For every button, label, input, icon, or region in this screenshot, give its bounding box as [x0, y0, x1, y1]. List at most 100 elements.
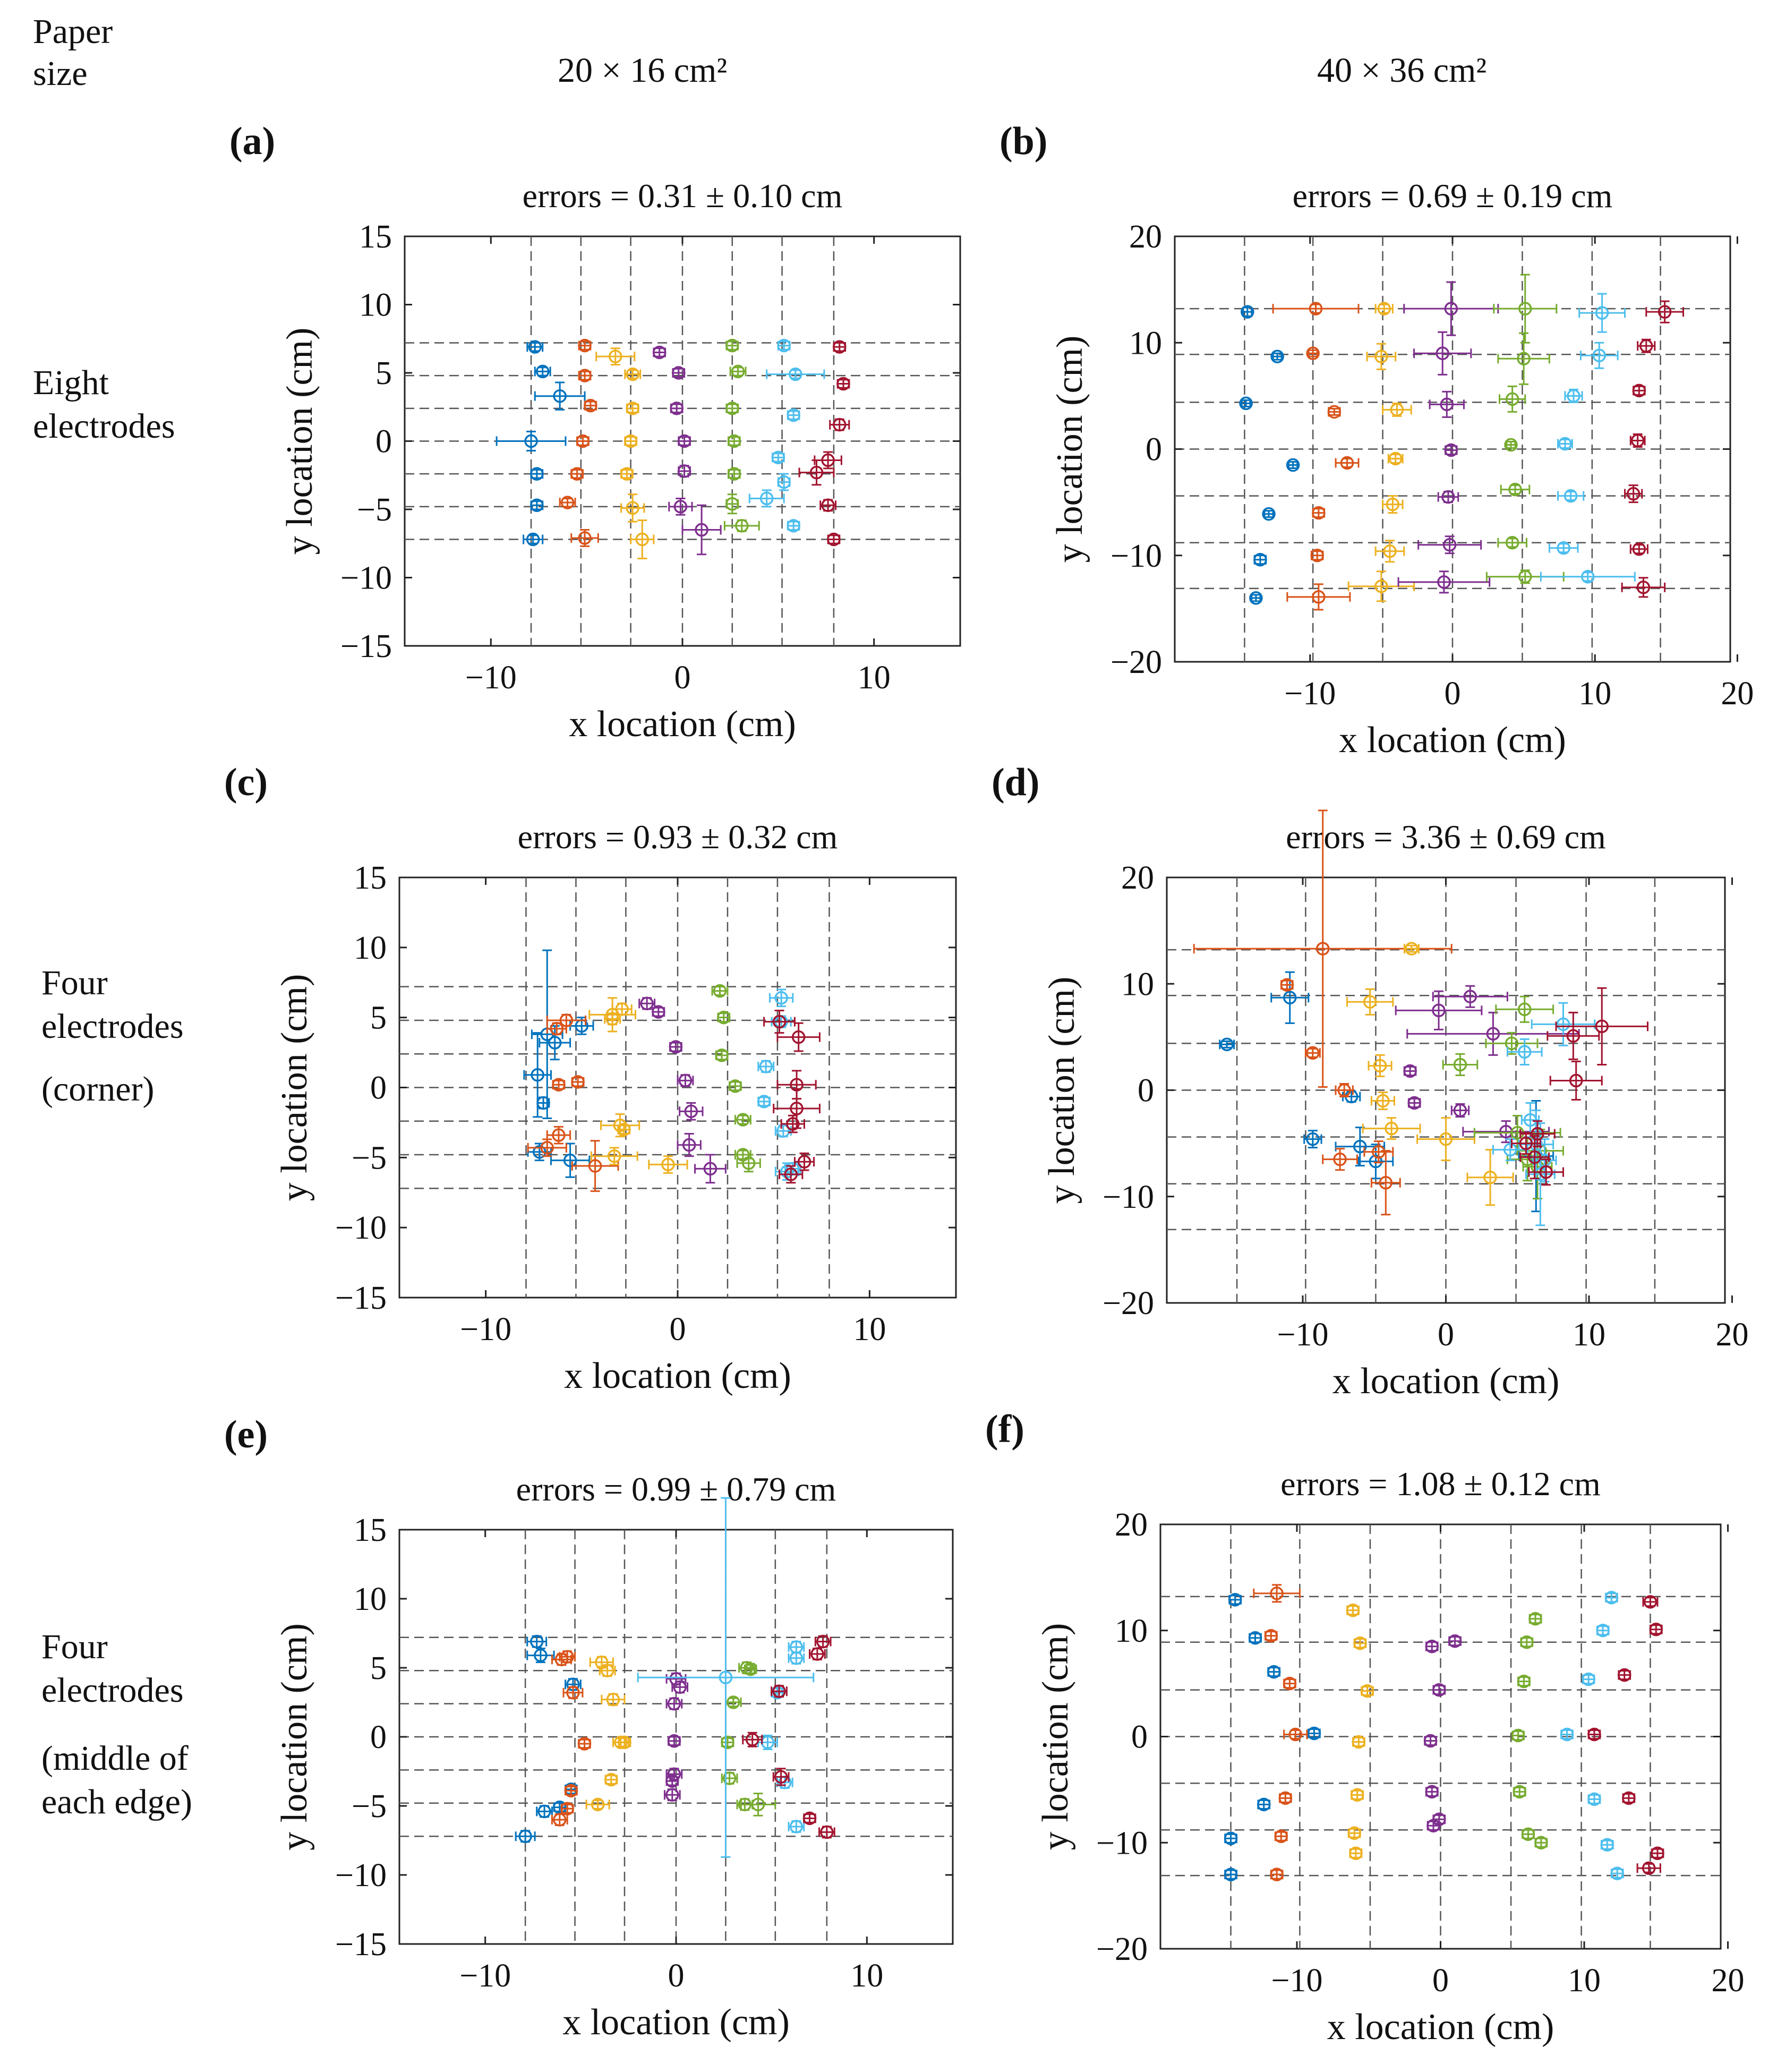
- point-marker: [727, 467, 741, 481]
- point-marker: [1441, 490, 1455, 504]
- data-point: [551, 1813, 568, 1827]
- point-marker: [1610, 1866, 1624, 1880]
- point-marker: [1519, 1136, 1533, 1150]
- data-point: [1587, 1727, 1601, 1742]
- series-col6: [1560, 1591, 1624, 1880]
- data-point: [1349, 1846, 1363, 1860]
- point-marker: [564, 1784, 578, 1798]
- x-axis-label: x location (cm): [569, 704, 796, 745]
- x-tick-label: −10: [1277, 1317, 1329, 1353]
- point-marker: [735, 519, 749, 533]
- point-marker: [626, 367, 639, 381]
- data-point: [1239, 396, 1253, 411]
- data-point: [671, 1680, 689, 1694]
- data-point: [827, 532, 841, 547]
- point-marker: [640, 996, 654, 1011]
- y-axis-label: y location (cm): [1041, 977, 1082, 1204]
- point-marker: [1444, 302, 1458, 316]
- point-marker: [678, 1073, 693, 1088]
- data-point: [576, 434, 590, 448]
- point-marker: [820, 1825, 834, 1839]
- data-point: [787, 519, 800, 533]
- point-marker: [1604, 1591, 1619, 1605]
- point-marker: [1310, 549, 1324, 562]
- y-tick-label: 15: [354, 860, 387, 896]
- point-marker: [1566, 1029, 1580, 1043]
- data-point: [546, 1125, 571, 1145]
- series-col4: [652, 345, 722, 556]
- point-marker: [667, 1696, 681, 1711]
- point-marker: [1306, 346, 1320, 361]
- point-marker: [1379, 1175, 1393, 1190]
- series-col5: [723, 338, 760, 533]
- point-marker: [731, 364, 745, 379]
- y-tick-label: −10: [1103, 1179, 1154, 1215]
- data-point: [677, 1133, 702, 1157]
- y-tick-label: −20: [1110, 644, 1162, 680]
- point-marker: [1505, 392, 1519, 406]
- point-marker: [1453, 1103, 1467, 1118]
- point-marker: [1595, 1019, 1609, 1034]
- point-marker: [1353, 1636, 1367, 1650]
- data-point: [1495, 995, 1554, 1023]
- data-point: [1374, 302, 1394, 316]
- data-point: [667, 1734, 681, 1748]
- y-tick-label: −20: [1103, 1285, 1154, 1321]
- y-tick-label: 5: [370, 1650, 387, 1686]
- data-point: [1510, 1132, 1541, 1155]
- chart-panel-2: −10 0 10 20 20 10 0 −10 −20 x location (cm) y loca…: [999, 120, 1754, 761]
- data-point: [757, 1060, 775, 1073]
- point-marker: [552, 1078, 566, 1092]
- point-marker: [774, 991, 788, 1005]
- data-point: [670, 402, 684, 415]
- data-point: [665, 1696, 683, 1711]
- point-marker: [530, 467, 544, 481]
- point-marker: [1557, 541, 1570, 555]
- point-marker: [728, 1079, 742, 1093]
- data-point: [620, 493, 645, 523]
- series-col6: [1540, 293, 1636, 584]
- point-marker: [1390, 403, 1404, 417]
- point-marker: [1312, 506, 1326, 520]
- point-marker: [1567, 389, 1580, 403]
- series-col4: [1423, 1634, 1462, 1833]
- data-point: [1425, 1639, 1439, 1653]
- data-point: [798, 459, 835, 486]
- point-marker: [652, 345, 667, 360]
- data-point: [1382, 495, 1404, 514]
- point-marker: [534, 1648, 548, 1662]
- data-point: [1637, 338, 1656, 353]
- series-col6: [748, 338, 825, 533]
- data-point: [1425, 1785, 1439, 1799]
- data-point: [1517, 1674, 1531, 1689]
- point-marker: [725, 497, 739, 511]
- point-marker: [605, 1012, 619, 1026]
- x-tick-label: 0: [1438, 1317, 1454, 1353]
- point-marker: [741, 1156, 756, 1170]
- data-point: [1610, 1866, 1624, 1880]
- chart-title: errors = 0.31 ± 0.10 cm: [523, 177, 843, 215]
- data-point: [774, 1124, 792, 1138]
- point-marker: [1407, 1096, 1421, 1110]
- point-marker: [1504, 438, 1518, 452]
- data-point: [1278, 1791, 1293, 1805]
- data-point: [1286, 458, 1300, 472]
- data-point: [536, 1804, 553, 1819]
- point-marker: [1520, 1635, 1534, 1649]
- data-point: [526, 1648, 555, 1664]
- point-marker: [797, 1155, 811, 1169]
- point-marker: [744, 1662, 757, 1676]
- point-marker: [1340, 456, 1354, 470]
- data-point: [802, 1811, 817, 1826]
- data-point: [1417, 535, 1482, 555]
- data-point: [526, 1634, 548, 1649]
- series-col2: [1253, 1584, 1308, 1881]
- data-point: [665, 1767, 683, 1781]
- x-axis-label: x location (cm): [564, 1355, 791, 1396]
- y-tick-label: 20: [1115, 1507, 1148, 1543]
- data-point: [677, 434, 691, 448]
- data-point: [1629, 433, 1646, 448]
- data-point: [1636, 1861, 1661, 1875]
- point-marker: [578, 531, 592, 545]
- point-marker: [553, 1813, 567, 1827]
